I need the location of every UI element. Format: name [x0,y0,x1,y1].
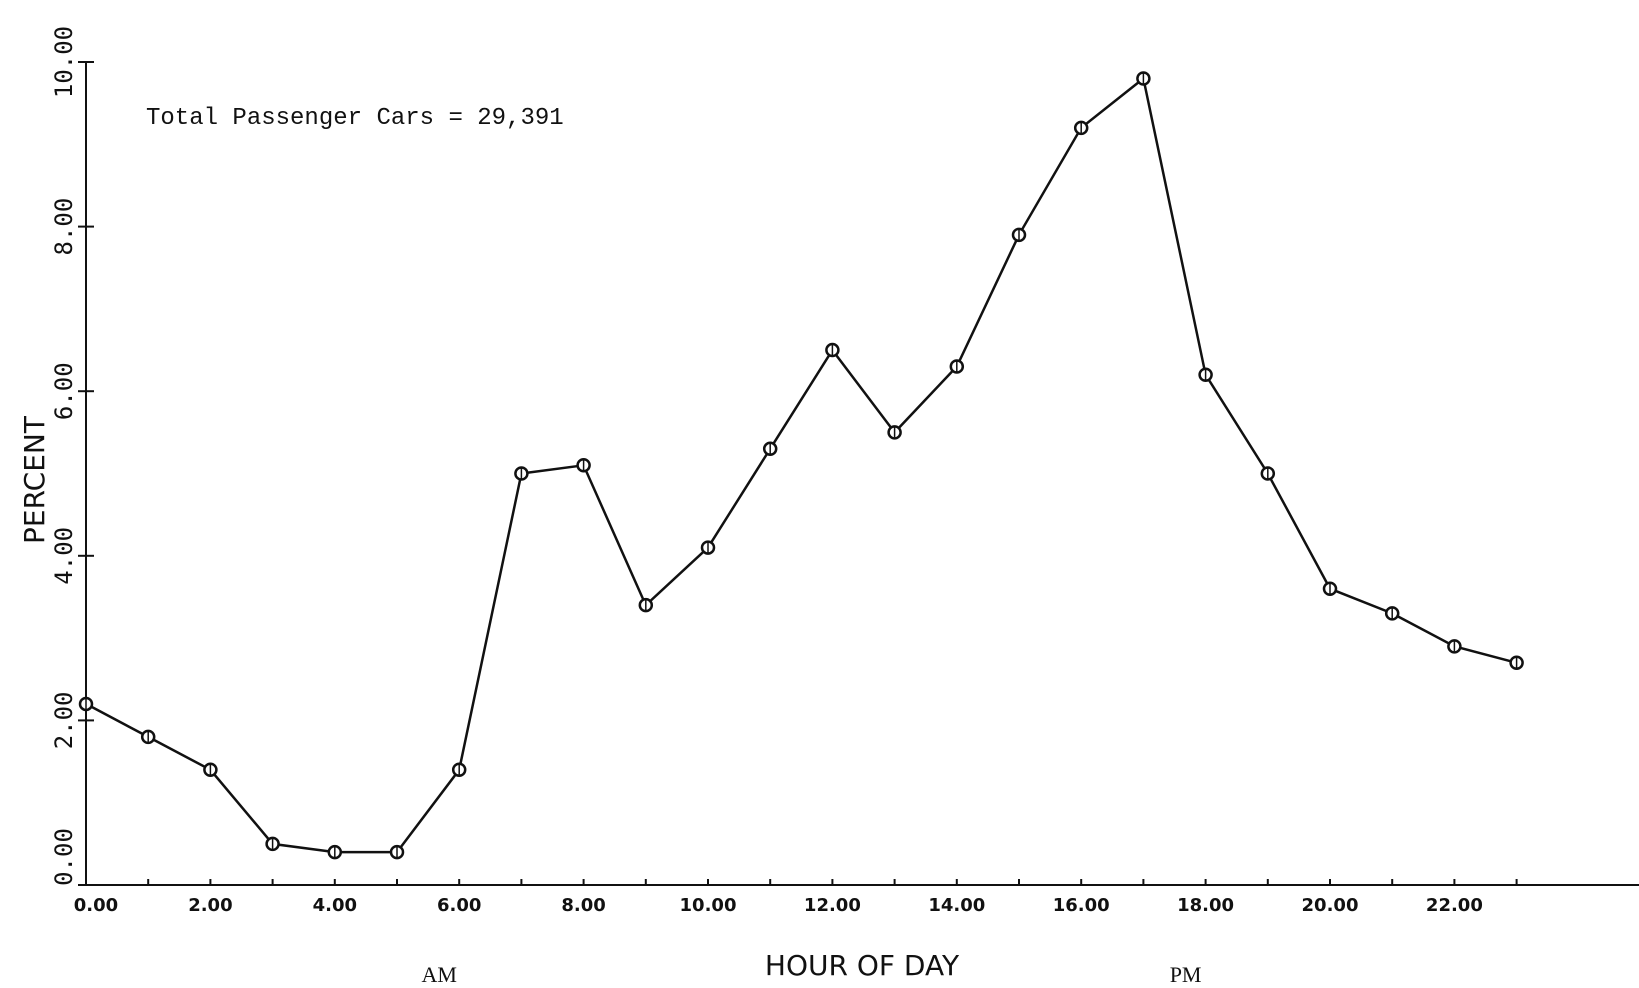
x-tick-label: 2.00 [188,895,232,916]
data-point [762,441,778,457]
x-tick-label: 22.00 [1426,895,1483,916]
period-label: AM [421,962,456,987]
data-point [700,540,716,555]
period-labels: AM PM [421,962,1201,987]
period-label: PM [1170,962,1202,987]
data-point [825,342,840,358]
axes [85,62,1639,886]
data-point [514,466,529,481]
data-point [1073,120,1089,136]
data-point [451,762,467,778]
data-point [1198,367,1213,382]
data-point [265,836,280,852]
y-axis-title: PERCENT [18,415,51,544]
y-tick-label: 10.00 [50,26,78,98]
x-tick-label: 6.00 [437,895,481,916]
y-tick-label: 0.00 [50,828,78,886]
chart-annotation: Total Passenger Cars = 29,391 [146,105,564,132]
x-tick-label: 20.00 [1302,895,1359,916]
x-axis-ticks: 0.00 2.00 4.00 6.00 8.00 10.00 12.00 14.00 16.00… [74,879,1518,916]
data-point [1509,655,1524,671]
y-tick-label: 6.00 [50,362,78,420]
x-tick-label: 10.00 [680,895,737,916]
x-tick-label: 14.00 [928,895,985,916]
data-point [1447,639,1462,654]
data-point [327,844,343,860]
series-line [85,76,1517,854]
y-axis-ticks: 0.00 2.00 4.00 6.00 8.00 10.00 [50,26,94,886]
data-point [203,762,218,778]
data-point [389,844,405,860]
x-tick-label: 4.00 [313,895,357,916]
data-point [887,425,902,440]
data-point [1322,581,1338,596]
data-point [140,729,156,745]
data-point [1136,71,1151,86]
data-point [638,597,654,613]
data-point [78,696,94,712]
data-point [949,359,965,374]
y-tick-label: 8.00 [50,198,78,256]
x-tick-label: 18.00 [1177,895,1234,916]
data-point [1011,227,1027,243]
data-point [576,458,591,473]
data-point [1384,606,1400,621]
x-tick-label: 8.00 [561,895,605,916]
x-tick-label: 12.00 [804,895,861,916]
y-tick-label: 4.00 [50,527,78,585]
x-axis-title: HOUR OF DAY [765,949,960,982]
data-markers [78,71,1524,860]
y-tick-label: 2.00 [50,692,78,750]
data-point [1260,466,1276,481]
x-tick-label: 16.00 [1053,895,1110,916]
x-tick-label: 0.00 [74,895,118,916]
